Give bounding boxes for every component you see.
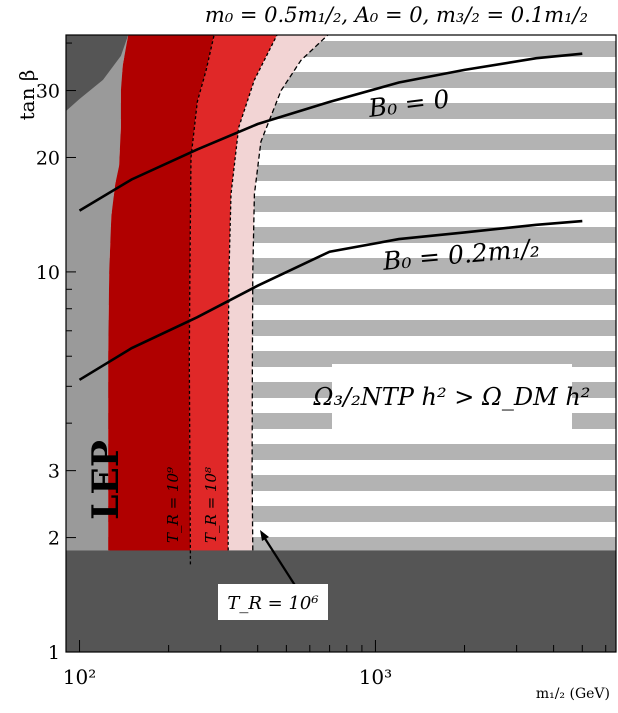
- tr-1e6-label: T_R = 10⁶: [227, 593, 318, 614]
- tr-1e8-label: T_R = 10⁸: [202, 467, 220, 543]
- plot-frame: [65, 34, 617, 653]
- tr-1e6-label-box: [218, 584, 328, 620]
- y-tick-label: 20: [36, 147, 60, 169]
- series-line-b0-point2: [78, 219, 583, 381]
- y-tick-label: 2: [48, 528, 60, 550]
- tr-1e9-label: T_R = 10⁹: [164, 467, 182, 543]
- y-tick-label: 1: [48, 642, 60, 664]
- plot-area: [66, 35, 616, 652]
- tr-1e8-region: [189, 35, 277, 555]
- tr-1e9-region: [108, 35, 215, 555]
- tr-1e6-pointer: [263, 536, 299, 591]
- series-line-b0-zero: [78, 52, 583, 212]
- top-left-dark-region: [66, 35, 129, 111]
- y-tick-label: 10: [36, 262, 60, 284]
- y-tick-label: 3: [48, 461, 60, 483]
- x-tick-label: 10³: [359, 665, 392, 689]
- x-tick-label: 10²: [63, 665, 96, 689]
- tr-1e9-contour: [188, 35, 215, 565]
- tr-1e6-region: [227, 35, 328, 551]
- tr-1e6-contour: [251, 35, 329, 551]
- lep-label: LEP: [85, 440, 127, 520]
- tr-1e6-arrowhead: [260, 530, 269, 541]
- bottom-excluded-band: [66, 550, 616, 652]
- x-axis-ticks: 10² 10³: [63, 640, 607, 689]
- omega-label: Ω₃/₂NTP h² > Ω_DM h²: [313, 383, 591, 411]
- chart-title: m₀ = 0.5m₁/₂, A₀ = 0, m₃/₂ = 0.1m₁/₂: [205, 3, 588, 27]
- x-axis-title: m₁/₂ (GeV): [536, 686, 610, 702]
- omega-label-box: [332, 364, 572, 430]
- lep-excluded-region: [66, 35, 129, 551]
- y-axis-title: tan β: [15, 70, 39, 121]
- y-tick-label: 30: [36, 81, 60, 103]
- y-axis-ticks: 1 2 3 10 20 30: [36, 42, 76, 664]
